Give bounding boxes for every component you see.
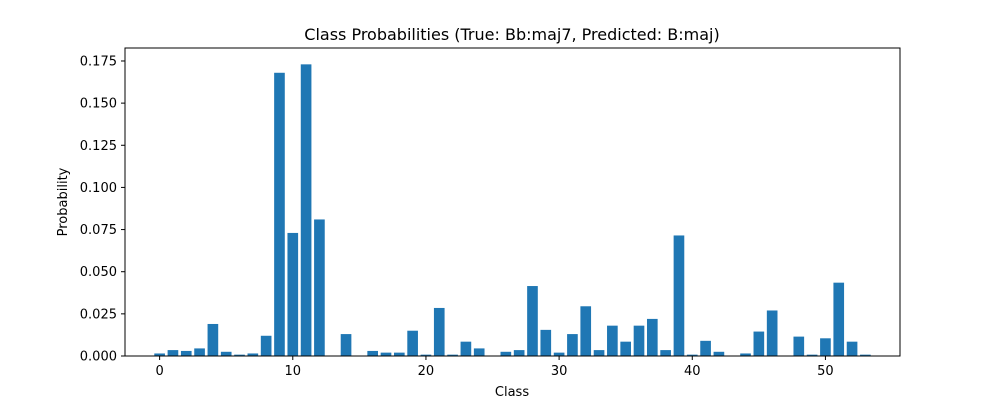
bar-class-12 bbox=[314, 219, 325, 356]
bar-class-38 bbox=[660, 350, 671, 356]
bar-class-36 bbox=[633, 325, 645, 356]
y-tick-label: 0.050 bbox=[80, 265, 117, 280]
bar-class-39 bbox=[673, 235, 685, 356]
bar-class-53 bbox=[860, 354, 871, 356]
x-tick-label: 30 bbox=[551, 364, 568, 379]
bar-class-9 bbox=[274, 72, 285, 356]
y-axis-ticks: 0.000 0.025 0.050 0.075 0.100 0.125 0.150 0.175 bbox=[80, 54, 125, 365]
bar-class-34 bbox=[607, 325, 618, 356]
bar-class-3 bbox=[194, 348, 205, 356]
bar-class-44 bbox=[740, 353, 751, 356]
bar-class-18 bbox=[393, 352, 405, 356]
bar-class-33 bbox=[593, 350, 605, 356]
bar-class-7 bbox=[247, 353, 259, 356]
y-tick-label: 0.025 bbox=[80, 307, 117, 322]
bar-class-29 bbox=[540, 329, 552, 356]
x-tick-label: 50 bbox=[817, 364, 834, 379]
y-tick-label: 0.075 bbox=[80, 223, 117, 238]
bar-class-17 bbox=[380, 352, 392, 356]
bar-class-35 bbox=[620, 341, 632, 356]
bar-class-50 bbox=[820, 338, 831, 356]
bar-class-19 bbox=[407, 330, 418, 356]
y-tick-label: 0.150 bbox=[80, 97, 117, 112]
y-tick-label: 0.000 bbox=[80, 350, 117, 365]
bar-class-0 bbox=[154, 353, 165, 356]
bar-class-11 bbox=[300, 64, 312, 356]
bar-class-2 bbox=[180, 350, 192, 356]
bar-class-6 bbox=[234, 354, 245, 356]
bar-class-1 bbox=[167, 350, 179, 356]
bar-class-20 bbox=[420, 354, 432, 356]
y-tick-label: 0.175 bbox=[80, 54, 117, 69]
bar-class-40 bbox=[686, 354, 698, 356]
bar-class-51 bbox=[833, 282, 845, 356]
bar-class-30 bbox=[553, 352, 565, 356]
bar-class-52 bbox=[846, 341, 858, 356]
bars-group bbox=[154, 64, 871, 356]
chart-title: Class Probabilities (True: Bb:maj7, Pred… bbox=[304, 25, 719, 44]
bar-class-14 bbox=[340, 334, 352, 356]
bar-class-21 bbox=[433, 307, 445, 356]
bar-class-27 bbox=[513, 350, 525, 356]
x-tick-label: 10 bbox=[285, 364, 302, 379]
bar-class-8 bbox=[260, 335, 272, 356]
bar-class-31 bbox=[567, 334, 578, 356]
bar-class-49 bbox=[806, 354, 818, 356]
bar-class-28 bbox=[527, 286, 538, 356]
bar-class-16 bbox=[367, 350, 378, 356]
bar-class-22 bbox=[447, 354, 458, 356]
bar-class-5 bbox=[220, 351, 232, 356]
bar-class-41 bbox=[700, 340, 711, 356]
plot-frame bbox=[124, 47, 901, 357]
bar-class-37 bbox=[646, 318, 658, 356]
x-tick-label: 20 bbox=[418, 364, 435, 379]
bar-class-32 bbox=[580, 306, 592, 356]
x-axis-label: Class bbox=[495, 385, 529, 400]
bar-class-23 bbox=[460, 341, 472, 356]
y-axis-label: Probability bbox=[56, 167, 71, 236]
bar-class-42 bbox=[713, 351, 725, 356]
y-tick-label: 0.125 bbox=[80, 139, 117, 154]
x-axis-ticks: 0 10 20 30 40 50 bbox=[155, 356, 834, 379]
bar-class-24 bbox=[473, 348, 485, 356]
bar-class-26 bbox=[500, 351, 512, 356]
x-tick-label: 40 bbox=[684, 364, 701, 379]
y-tick-label: 0.100 bbox=[80, 181, 117, 196]
x-tick-label: 0 bbox=[155, 364, 163, 379]
bar-class-4 bbox=[207, 323, 219, 356]
bar-class-10 bbox=[287, 232, 299, 356]
bar-class-48 bbox=[793, 336, 805, 356]
bar-class-45 bbox=[753, 331, 765, 356]
bar-class-46 bbox=[766, 310, 778, 356]
